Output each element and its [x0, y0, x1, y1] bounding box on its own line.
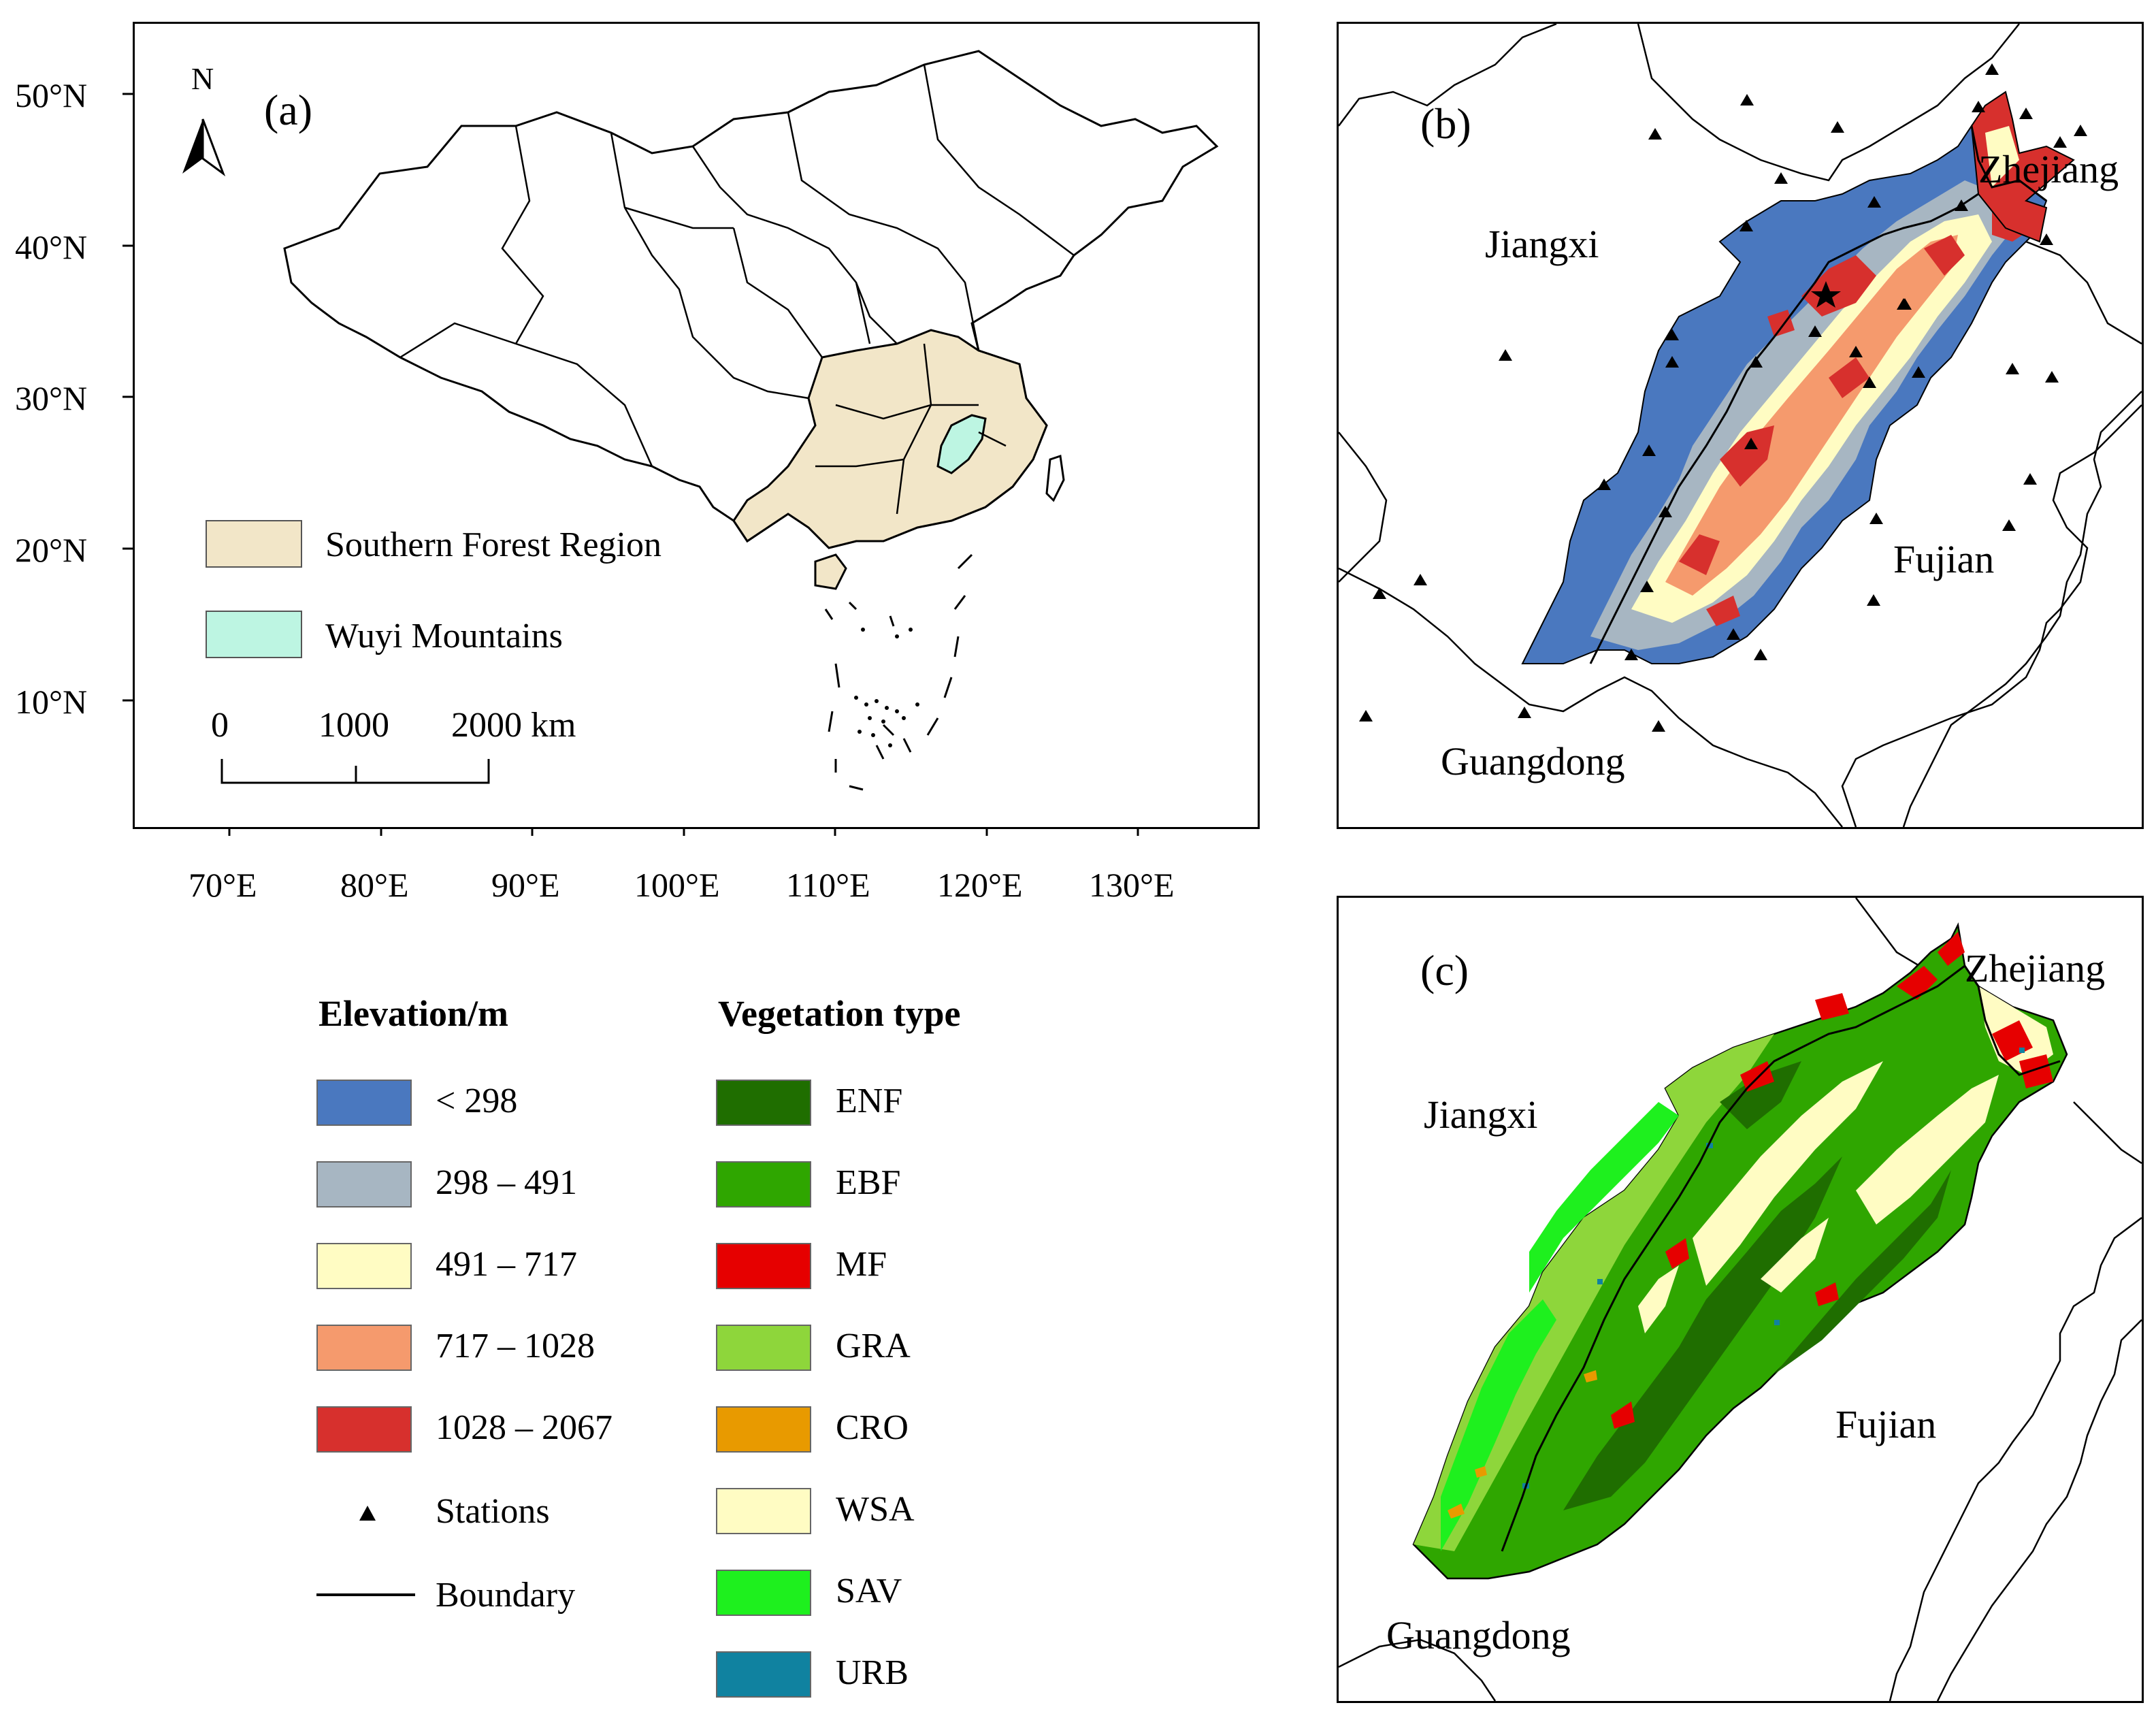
southern-forest-region [732, 329, 1048, 549]
lon-tick: 90°E [491, 866, 560, 904]
legend-label: 491 – 717 [436, 1245, 577, 1284]
lat-tick: 20°N [15, 531, 88, 569]
hainan-island [814, 553, 847, 590]
scale-tick-0: 0 [211, 706, 229, 745]
legend-swatch [716, 1080, 811, 1126]
cro-patches [1448, 1370, 1597, 1519]
map-panel-c: (c) Jiangxi Zhejiang Fujian Guangdong [1337, 896, 2144, 1703]
mf-patches [1611, 932, 2053, 1429]
boundary-line-icon [316, 1593, 415, 1596]
province-label-guangdong: Guangdong [1386, 1613, 1571, 1657]
legend-label: CRO [836, 1408, 909, 1447]
panel-label-a: (a) [264, 86, 313, 134]
legend-swatch [716, 1161, 811, 1208]
china-map [182, 50, 1219, 791]
elevation-map [1339, 24, 2142, 827]
south-china-sea-islands [824, 553, 973, 791]
legend-label: 298 – 491 [436, 1163, 577, 1202]
map-panel-b: (b) Jiangxi Zhejiang Fujian Guangdong [1337, 22, 2144, 829]
scale-tick-2000: 2000 km [451, 706, 576, 745]
legend-swatch [716, 1243, 811, 1289]
station-star-icon [1811, 281, 1841, 308]
north-label: N [191, 61, 214, 96]
legend-swatch [716, 1406, 811, 1453]
vegetation-region [1412, 922, 2068, 1580]
province-label-jiangxi: Jiangxi [1424, 1092, 1538, 1137]
lon-tick: 110°E [786, 866, 870, 904]
legend-swatch [316, 1161, 412, 1208]
legend-swatch [716, 1488, 811, 1534]
legend-label: GRA [836, 1327, 911, 1365]
lon-tick: 100°E [634, 866, 720, 904]
scale-tick-1000: 1000 [318, 706, 389, 745]
lon-tick: 120°E [937, 866, 1023, 904]
legend-label-sfr: Southern Forest Region [325, 525, 662, 564]
legend-label: 1028 – 2067 [436, 1408, 612, 1447]
legend-swatch [716, 1570, 811, 1616]
legend-label-stations: Stations [436, 1492, 550, 1531]
province-label-fujian: Fujian [1893, 537, 1995, 581]
elev-717-1028 [1665, 235, 1958, 596]
legend-label: SAV [836, 1572, 902, 1610]
lat-tick: 50°N [15, 76, 88, 114]
province-label-fujian: Fujian [1835, 1402, 1937, 1446]
legend-label: EBF [836, 1163, 901, 1202]
legend-label-wuyi: Wuyi Mountains [325, 617, 563, 655]
legend-label: WSA [836, 1490, 915, 1529]
lon-tick: 80°E [340, 866, 409, 904]
lat-tick: 10°N [15, 683, 88, 721]
panel-label-b: (b) [1420, 99, 1471, 148]
stations [1359, 63, 2087, 732]
province-label-jiangxi: Jiangxi [1485, 222, 1599, 266]
province-label-guangdong: Guangdong [1441, 739, 1625, 783]
legend-swatch [316, 1406, 412, 1453]
legend-swatch-sfr [206, 520, 302, 568]
panel-label-c: (c) [1420, 946, 1469, 994]
legend-swatch [316, 1080, 412, 1126]
taiwan-island [1045, 455, 1065, 502]
province-label-zhejiang: Zhejiang [1978, 147, 2119, 191]
legend-swatch [716, 1325, 811, 1371]
island-dots [854, 628, 919, 747]
china-outline [283, 50, 1219, 549]
legend-swatch [316, 1325, 412, 1371]
vegetation-map [1339, 898, 2142, 1701]
lat-tick: 40°N [15, 228, 88, 266]
vegetation-legend-title: Vegetation type [718, 993, 961, 1034]
legend-swatch [716, 1651, 811, 1698]
legend-swatch-wuyi [206, 611, 302, 658]
elevation-legend-title: Elevation/m [318, 993, 508, 1034]
legend-label-boundary: Boundary [436, 1576, 576, 1615]
wuyi-mountains-region [936, 414, 987, 474]
lat-tick: 30°N [15, 379, 88, 417]
map-panel-a: (a) N Southern Forest Region Wuyi Mounta… [133, 22, 1260, 829]
legend-label: ENF [836, 1082, 903, 1120]
legend-label: URB [836, 1653, 909, 1692]
lon-tick: 130°E [1089, 866, 1175, 904]
legend-swatch [316, 1243, 412, 1289]
north-arrow-icon [182, 118, 226, 177]
scale-bar [220, 759, 490, 784]
lon-tick: 70°E [189, 866, 257, 904]
legend-label: MF [836, 1245, 887, 1284]
station-icon [359, 1506, 376, 1521]
province-label-zhejiang: Zhejiang [1965, 946, 2106, 990]
legend-label: < 298 [436, 1082, 518, 1120]
legend-label: 717 – 1028 [436, 1327, 595, 1365]
